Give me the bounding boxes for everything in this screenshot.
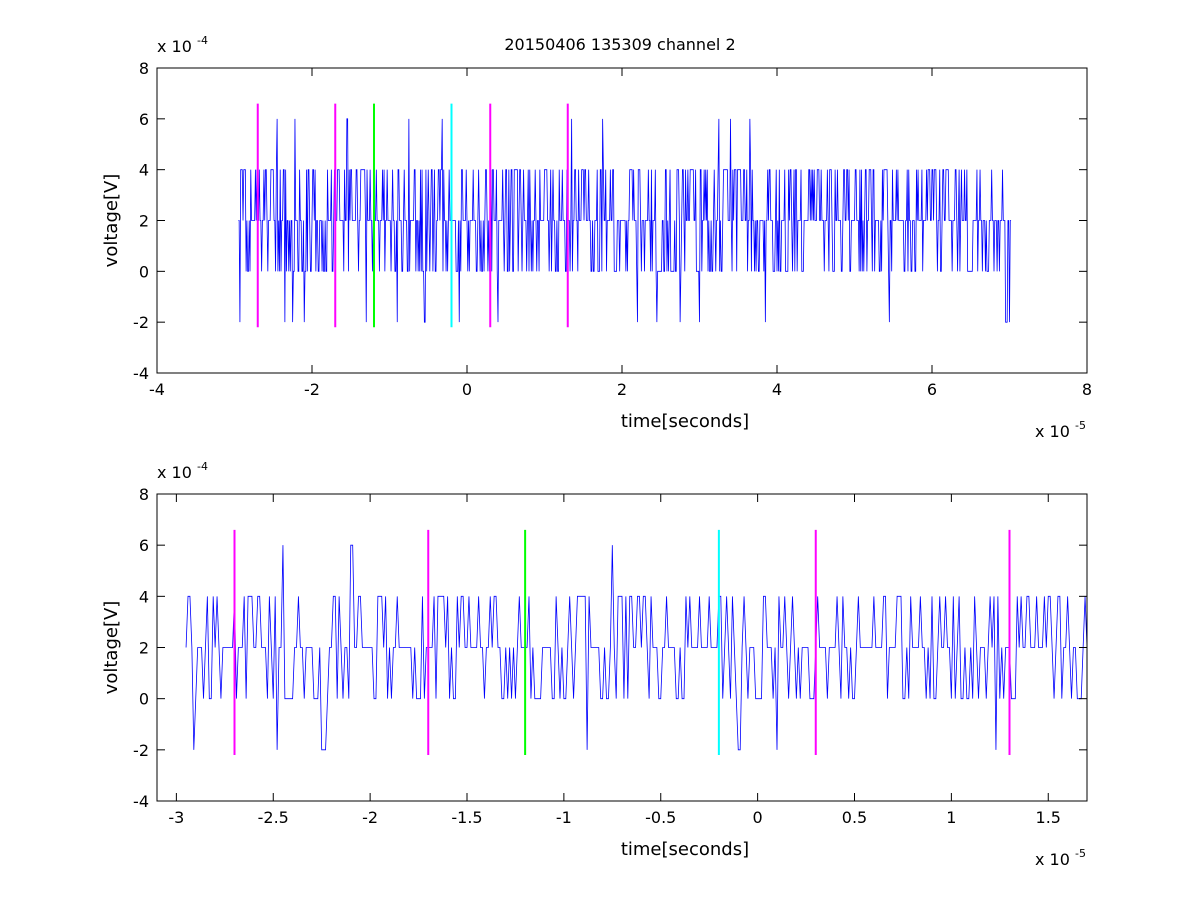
y-exponent-label: x 10 -4 [157, 460, 208, 482]
axes-bottom-zoomed-trace: -3 -2.5 -2 -1.5 -1 -0.5 0 0.5 1 1.5 -4 -2 0 2 4 6 8 time[… [101, 460, 1088, 869]
x-tick-label: 1.5 [1036, 808, 1061, 827]
y-exponent-label: x 10 -4 [157, 34, 208, 56]
x-tick-label: 1 [946, 808, 956, 827]
signal-trace [238, 118, 1012, 323]
y-tick-label: 6 [139, 110, 149, 129]
x-exponent-power: -5 [1075, 847, 1086, 860]
x-tick-label: 4 [772, 380, 782, 399]
y-tick-label: 8 [139, 485, 149, 504]
axes-top-full-trace: -4 -2 0 2 4 6 8 -4 -2 0 2 4 6 8 time[seconds] voltage[V… [101, 34, 1092, 441]
y-tick-label: -4 [133, 792, 149, 811]
x-tick-label: 0.5 [842, 808, 867, 827]
x-tick-label: -2 [362, 808, 378, 827]
x-exponent-power: -5 [1075, 419, 1086, 432]
x-axis-label: time[seconds] [621, 839, 749, 860]
x-tick-label: 2 [617, 380, 627, 399]
signal-trace [185, 544, 1088, 751]
x-tick-label: -1.5 [451, 808, 482, 827]
y-tick-label: 0 [139, 690, 149, 709]
x-tick-label: -1 [556, 808, 572, 827]
x-tick-label: 0 [753, 808, 763, 827]
x-tick-label: -0.5 [645, 808, 676, 827]
x-tick-label: -4 [149, 380, 165, 399]
x-exponent-label: x 10 -5 [1035, 419, 1086, 441]
x-axis-label: time[seconds] [621, 411, 749, 432]
x-exponent-label: x 10 -5 [1035, 847, 1086, 869]
y-tick-label: -4 [133, 364, 149, 383]
y-axis-label: voltage[V] [101, 174, 122, 268]
y-tick-label: 2 [139, 212, 149, 231]
x-tick-label: 0 [462, 380, 472, 399]
y-tick-label: 6 [139, 536, 149, 555]
x-tick-label: -2 [304, 380, 320, 399]
y-tick-label: 2 [139, 639, 149, 658]
x-tick-label: 8 [1082, 380, 1092, 399]
x-tick-label: 6 [927, 380, 937, 399]
y-exponent-power: -4 [197, 34, 208, 47]
y-tick-label: 0 [139, 262, 149, 281]
y-axis-label: voltage[V] [101, 601, 122, 695]
y-tick-label: -2 [133, 313, 149, 332]
y-tick-label: 4 [139, 161, 149, 180]
x-tick-label: -2.5 [258, 808, 289, 827]
x-tick-label: -3 [168, 808, 184, 827]
y-tick-label: 4 [139, 587, 149, 606]
y-tick-label: 8 [139, 59, 149, 78]
y-exponent-power: -4 [197, 460, 208, 473]
figure-title: 20150406 135309 channel 2 [504, 35, 735, 54]
y-tick-label: -2 [133, 741, 149, 760]
